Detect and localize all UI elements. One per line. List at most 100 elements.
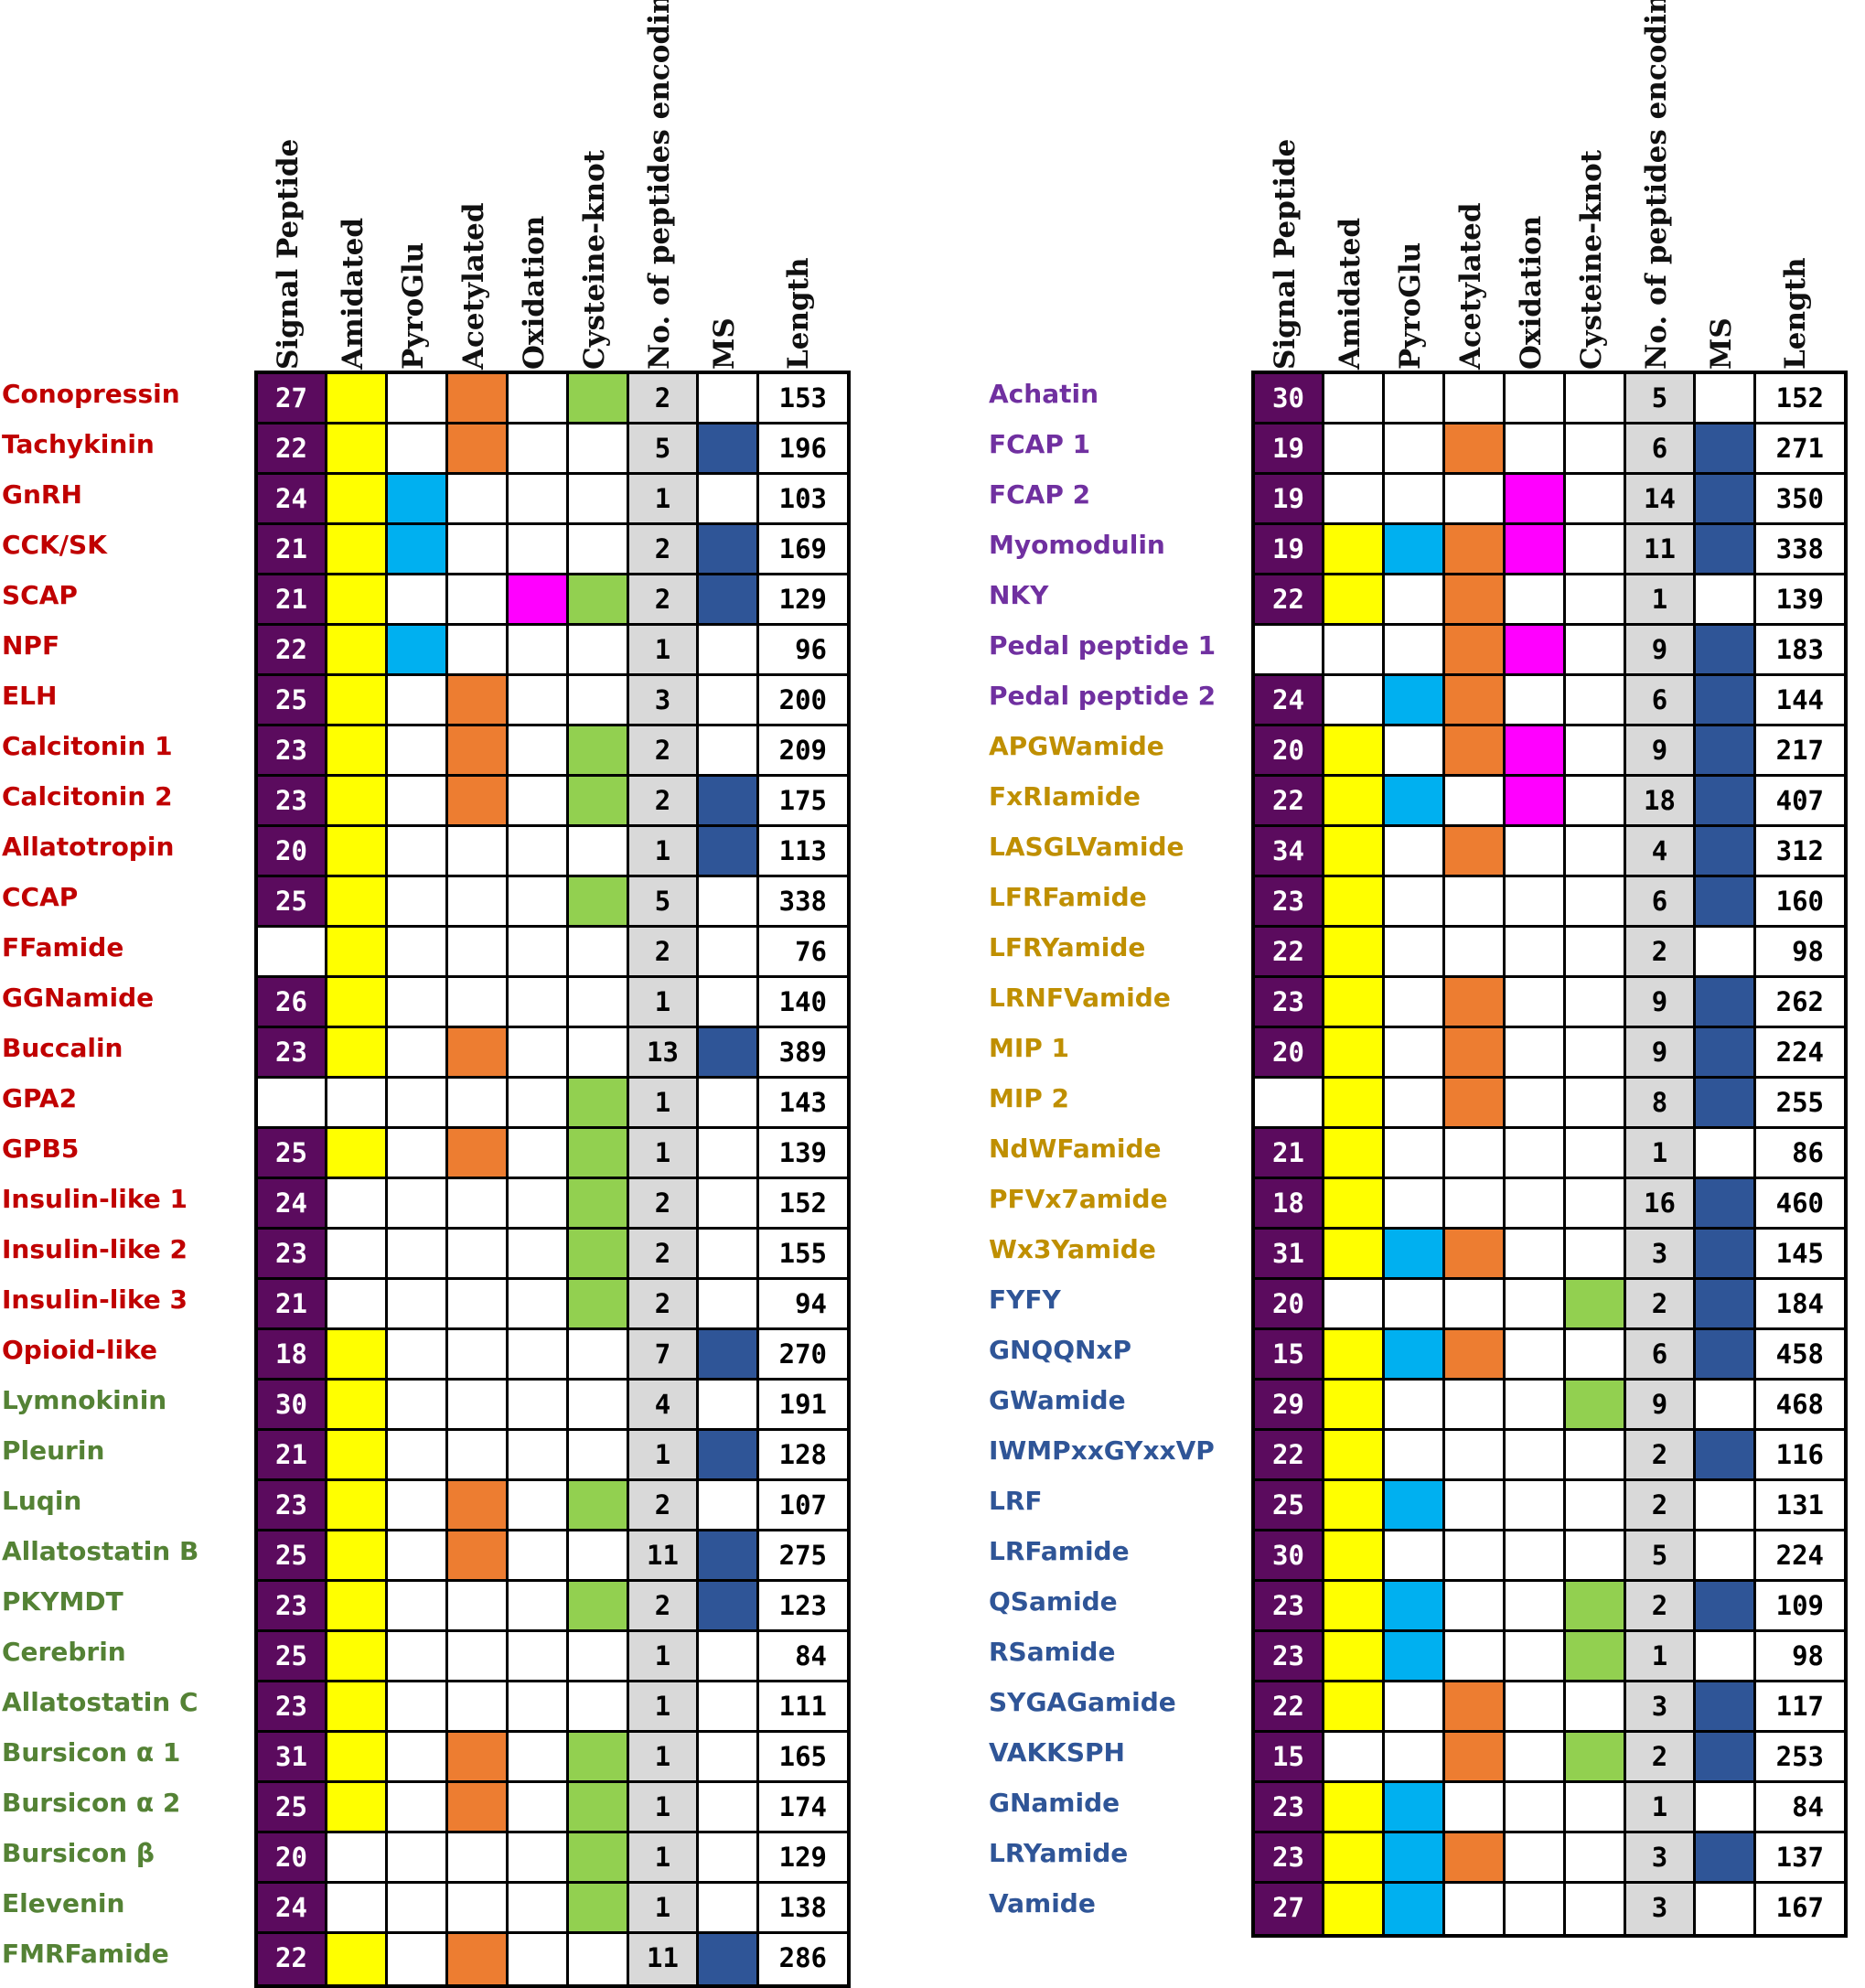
cell-length: 116: [1756, 1431, 1844, 1481]
cell-pyroglu: [388, 1783, 448, 1833]
row-label: Buccalin: [2, 1033, 123, 1063]
row-label: Insulin-like 1: [2, 1184, 188, 1214]
cell-peptide-count: 3: [1626, 1833, 1696, 1884]
cell-cysteine-knot: [1566, 1381, 1626, 1431]
cell-signal-peptide: 34: [1255, 827, 1324, 877]
cell-oxidation: [509, 1028, 569, 1079]
cell-ms: [699, 1783, 759, 1833]
cell-pyroglu: [388, 827, 448, 877]
cell-length: 270: [759, 1330, 847, 1381]
cell-ms: [699, 928, 759, 978]
cell-length: 224: [1756, 1028, 1844, 1079]
cell-amidated: [1324, 827, 1385, 877]
cell-signal-peptide: 15: [1255, 1733, 1324, 1783]
cell-cysteine-knot: [569, 1381, 629, 1431]
column-header-label: Length: [1779, 257, 1812, 370]
cell-ms: [699, 424, 759, 475]
cell-amidated: [1324, 1230, 1385, 1280]
table-row: 23 2 155: [258, 1230, 847, 1280]
table-row: 30 5 224: [1255, 1531, 1844, 1582]
cell-peptide-count: 5: [1626, 374, 1696, 424]
cell-signal-peptide: 20: [258, 827, 327, 877]
cell-length: 191: [759, 1381, 847, 1431]
cell-peptide-count: 3: [1626, 1884, 1696, 1934]
table-row: 31 1 165: [258, 1733, 847, 1783]
cell-peptide-count: 3: [629, 676, 699, 726]
cell-peptide-count: 2: [629, 1280, 699, 1330]
cell-amidated: [327, 475, 388, 525]
cell-pyroglu: [388, 1230, 448, 1280]
cell-acetylated: [448, 424, 509, 475]
cell-oxidation: [1506, 877, 1566, 928]
cell-peptide-count: 11: [629, 1934, 699, 1984]
cell-peptide-count: 2: [629, 1179, 699, 1230]
cell-peptide-count: 2: [1626, 1280, 1696, 1330]
cell-length: 458: [1756, 1330, 1844, 1381]
cell-oxidation: [1506, 374, 1566, 424]
cell-signal-peptide: 25: [258, 877, 327, 928]
cell-acetylated: [1445, 1079, 1506, 1129]
cell-peptide-count: 1: [1626, 575, 1696, 626]
row-label: GWamide: [989, 1385, 1126, 1415]
cell-cysteine-knot: [1566, 1733, 1626, 1783]
cell-signal-peptide: 19: [1255, 424, 1324, 475]
cell-amidated: [1324, 1531, 1385, 1582]
row-label: LRNFVamide: [989, 983, 1171, 1013]
cell-ms: [699, 1682, 759, 1733]
row-label: GPA2: [2, 1083, 78, 1113]
cell-acetylated: [448, 374, 509, 424]
cell-signal-peptide: 22: [1255, 777, 1324, 827]
row-label: Tachykinin: [2, 429, 155, 459]
cell-acetylated: [448, 1682, 509, 1733]
cell-signal-peptide: 21: [258, 1280, 327, 1330]
cell-cysteine-knot: [569, 626, 629, 676]
table-row: 20 9 217: [1255, 726, 1844, 777]
cell-signal-peptide: 22: [1255, 928, 1324, 978]
cell-oxidation: [509, 424, 569, 475]
cell-cysteine-knot: [1566, 626, 1626, 676]
row-label: APGWamide: [989, 731, 1164, 761]
cell-peptide-count: 1: [629, 1884, 699, 1934]
row-label: NKY: [989, 580, 1049, 610]
cell-acetylated: [1445, 1833, 1506, 1884]
cell-peptide-count: 6: [1626, 877, 1696, 928]
cell-acetylated: [448, 525, 509, 575]
cell-signal-peptide: [258, 928, 327, 978]
cell-signal-peptide: [1255, 626, 1324, 676]
cell-signal-peptide: 15: [1255, 1330, 1324, 1381]
cell-length: 84: [1756, 1783, 1844, 1833]
cell-cysteine-knot: [569, 1833, 629, 1884]
cell-ms: [1696, 475, 1756, 525]
cell-signal-peptide: 22: [1255, 1682, 1324, 1733]
cell-acetylated: [448, 777, 509, 827]
row-label: PFVx7amide: [989, 1184, 1168, 1214]
cell-signal-peptide: 25: [258, 1783, 327, 1833]
cell-peptide-count: 1: [1626, 1632, 1696, 1682]
cell-peptide-count: 4: [1626, 827, 1696, 877]
cell-amidated: [1324, 475, 1385, 525]
cell-oxidation: [509, 1381, 569, 1431]
cell-signal-peptide: 24: [258, 475, 327, 525]
cell-length: 196: [759, 424, 847, 475]
row-label: NPF: [2, 630, 60, 661]
cell-length: 143: [759, 1079, 847, 1129]
cell-pyroglu: [388, 1632, 448, 1682]
cell-length: 312: [1756, 827, 1844, 877]
table-row: 29 9 468: [1255, 1381, 1844, 1431]
cell-ms: [1696, 626, 1756, 676]
cell-acetylated: [1445, 1682, 1506, 1733]
cell-oxidation: [1506, 1632, 1566, 1682]
cell-length: 98: [1756, 1632, 1844, 1682]
cell-cysteine-knot: [1566, 1230, 1626, 1280]
cell-peptide-count: 1: [1626, 1783, 1696, 1833]
cell-pyroglu: [388, 475, 448, 525]
cell-peptide-count: 2: [1626, 1733, 1696, 1783]
cell-peptide-count: 2: [629, 777, 699, 827]
cell-pyroglu: [1385, 1531, 1445, 1582]
row-label: Allatostatin C: [2, 1687, 198, 1717]
cell-length: 183: [1756, 626, 1844, 676]
cell-acetylated: [448, 1783, 509, 1833]
cell-signal-peptide: 22: [258, 626, 327, 676]
cell-amidated: [327, 827, 388, 877]
row-label: CCK/SK: [2, 530, 107, 560]
